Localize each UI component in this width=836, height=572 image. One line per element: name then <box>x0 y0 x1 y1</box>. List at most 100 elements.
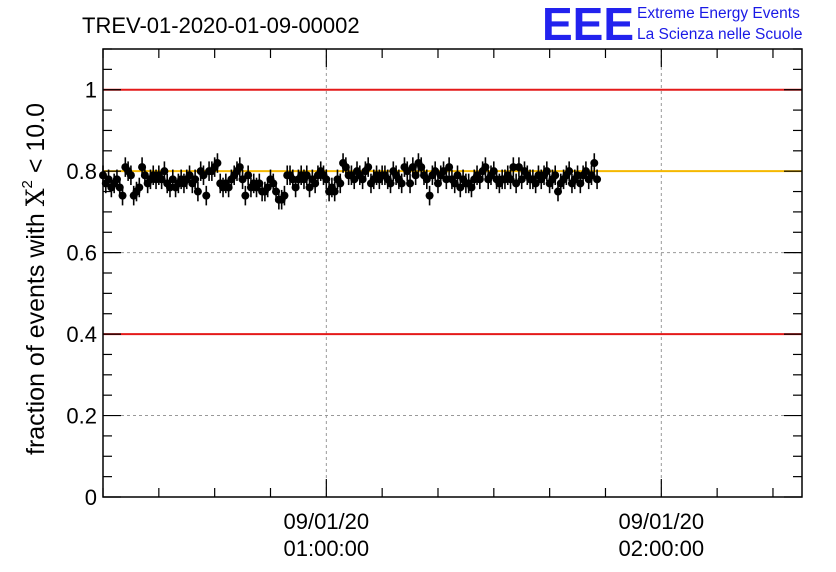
data-point <box>386 173 395 194</box>
data-point <box>442 169 451 190</box>
marker <box>406 179 415 188</box>
data-point <box>512 173 521 194</box>
marker <box>442 175 451 184</box>
y-tick-label: 0.8 <box>66 159 97 184</box>
marker <box>431 167 440 176</box>
data-point <box>406 173 415 194</box>
marker <box>445 163 454 172</box>
data-point <box>118 185 127 206</box>
marker <box>244 171 253 180</box>
data-point <box>364 157 373 177</box>
marker <box>403 167 412 176</box>
marker <box>514 163 523 172</box>
data-point <box>453 165 462 186</box>
data-point <box>422 169 431 190</box>
marker <box>199 171 208 180</box>
marker <box>322 175 331 184</box>
marker <box>512 179 521 188</box>
data-point <box>193 181 202 202</box>
marker <box>213 159 222 168</box>
marker <box>593 175 602 184</box>
data-point <box>135 177 144 198</box>
marker <box>280 191 289 200</box>
data-point <box>238 169 247 190</box>
data-point <box>202 185 211 206</box>
marker <box>425 191 434 200</box>
data-point <box>551 165 560 186</box>
marker <box>481 163 490 172</box>
marker <box>565 167 574 176</box>
marker <box>330 187 339 196</box>
data-point <box>403 161 412 181</box>
marker <box>422 175 431 184</box>
data-point <box>322 169 331 190</box>
marker <box>542 167 551 176</box>
marker <box>238 175 247 184</box>
marker <box>590 159 599 168</box>
marker <box>302 171 311 180</box>
marker <box>193 187 202 196</box>
marker <box>397 179 406 188</box>
marker <box>126 171 135 180</box>
data-point <box>213 153 222 173</box>
data-point <box>199 165 208 186</box>
data-point <box>481 157 490 177</box>
data-point <box>445 157 454 177</box>
marker <box>241 191 250 200</box>
x-tick-label-date: 09/01/20 <box>618 509 704 534</box>
data-point <box>126 165 135 186</box>
y-tick-label: 0.2 <box>66 404 97 429</box>
x-tick-label-time: 02:00:00 <box>618 536 704 561</box>
data-points <box>99 153 602 210</box>
marker <box>235 163 244 172</box>
axes: 00.20.40.60.8109/01/2001:00:0009/01/2002… <box>66 48 803 561</box>
data-point <box>160 161 169 181</box>
logo-line2: La Scienza nelle Scuole <box>637 26 802 43</box>
marker <box>118 191 127 200</box>
y-tick-label: 0 <box>85 485 97 510</box>
marker <box>364 163 373 172</box>
data-point <box>411 165 420 186</box>
data-point <box>330 181 339 202</box>
y-tick-label: 1 <box>85 78 97 103</box>
marker <box>135 183 144 192</box>
marker <box>453 171 462 180</box>
marker <box>551 171 560 180</box>
chart-title: TREV-01-2020-01-09-00002 <box>82 13 360 38</box>
marker <box>336 179 345 188</box>
data-point <box>587 165 596 186</box>
data-point <box>565 161 574 181</box>
marker <box>506 175 515 184</box>
data-point <box>235 157 244 177</box>
marker <box>411 171 420 180</box>
marker <box>160 167 169 176</box>
plot-frame <box>102 48 803 498</box>
data-point <box>241 185 250 206</box>
y-axis-label: fraction of events with X2 < 10.0 <box>19 103 50 455</box>
marker <box>191 175 200 184</box>
marker <box>202 191 211 200</box>
data-point <box>280 185 289 206</box>
y-tick-label: 0.4 <box>66 322 97 347</box>
data-point <box>514 157 523 177</box>
data-point <box>542 161 551 181</box>
data-point <box>244 165 253 186</box>
x-tick-label-date: 09/01/20 <box>284 509 370 534</box>
marker <box>386 179 395 188</box>
eee-logo: EEE Extreme Energy Events La Scienza nel… <box>542 0 802 50</box>
reference-lines <box>103 88 802 336</box>
y-tick-label: 0.6 <box>66 241 97 266</box>
logo-letters: EEE <box>542 0 634 50</box>
logo-line1: Extreme Energy Events <box>637 5 800 22</box>
data-point <box>590 153 599 173</box>
data-point <box>397 173 406 194</box>
data-point <box>425 185 434 206</box>
x-tick-label-time: 01:00:00 <box>284 536 370 561</box>
grid-lines <box>103 49 802 497</box>
data-point <box>336 173 345 194</box>
data-point <box>506 169 515 190</box>
data-point <box>191 169 200 190</box>
marker <box>509 163 518 172</box>
data-point <box>593 169 602 190</box>
